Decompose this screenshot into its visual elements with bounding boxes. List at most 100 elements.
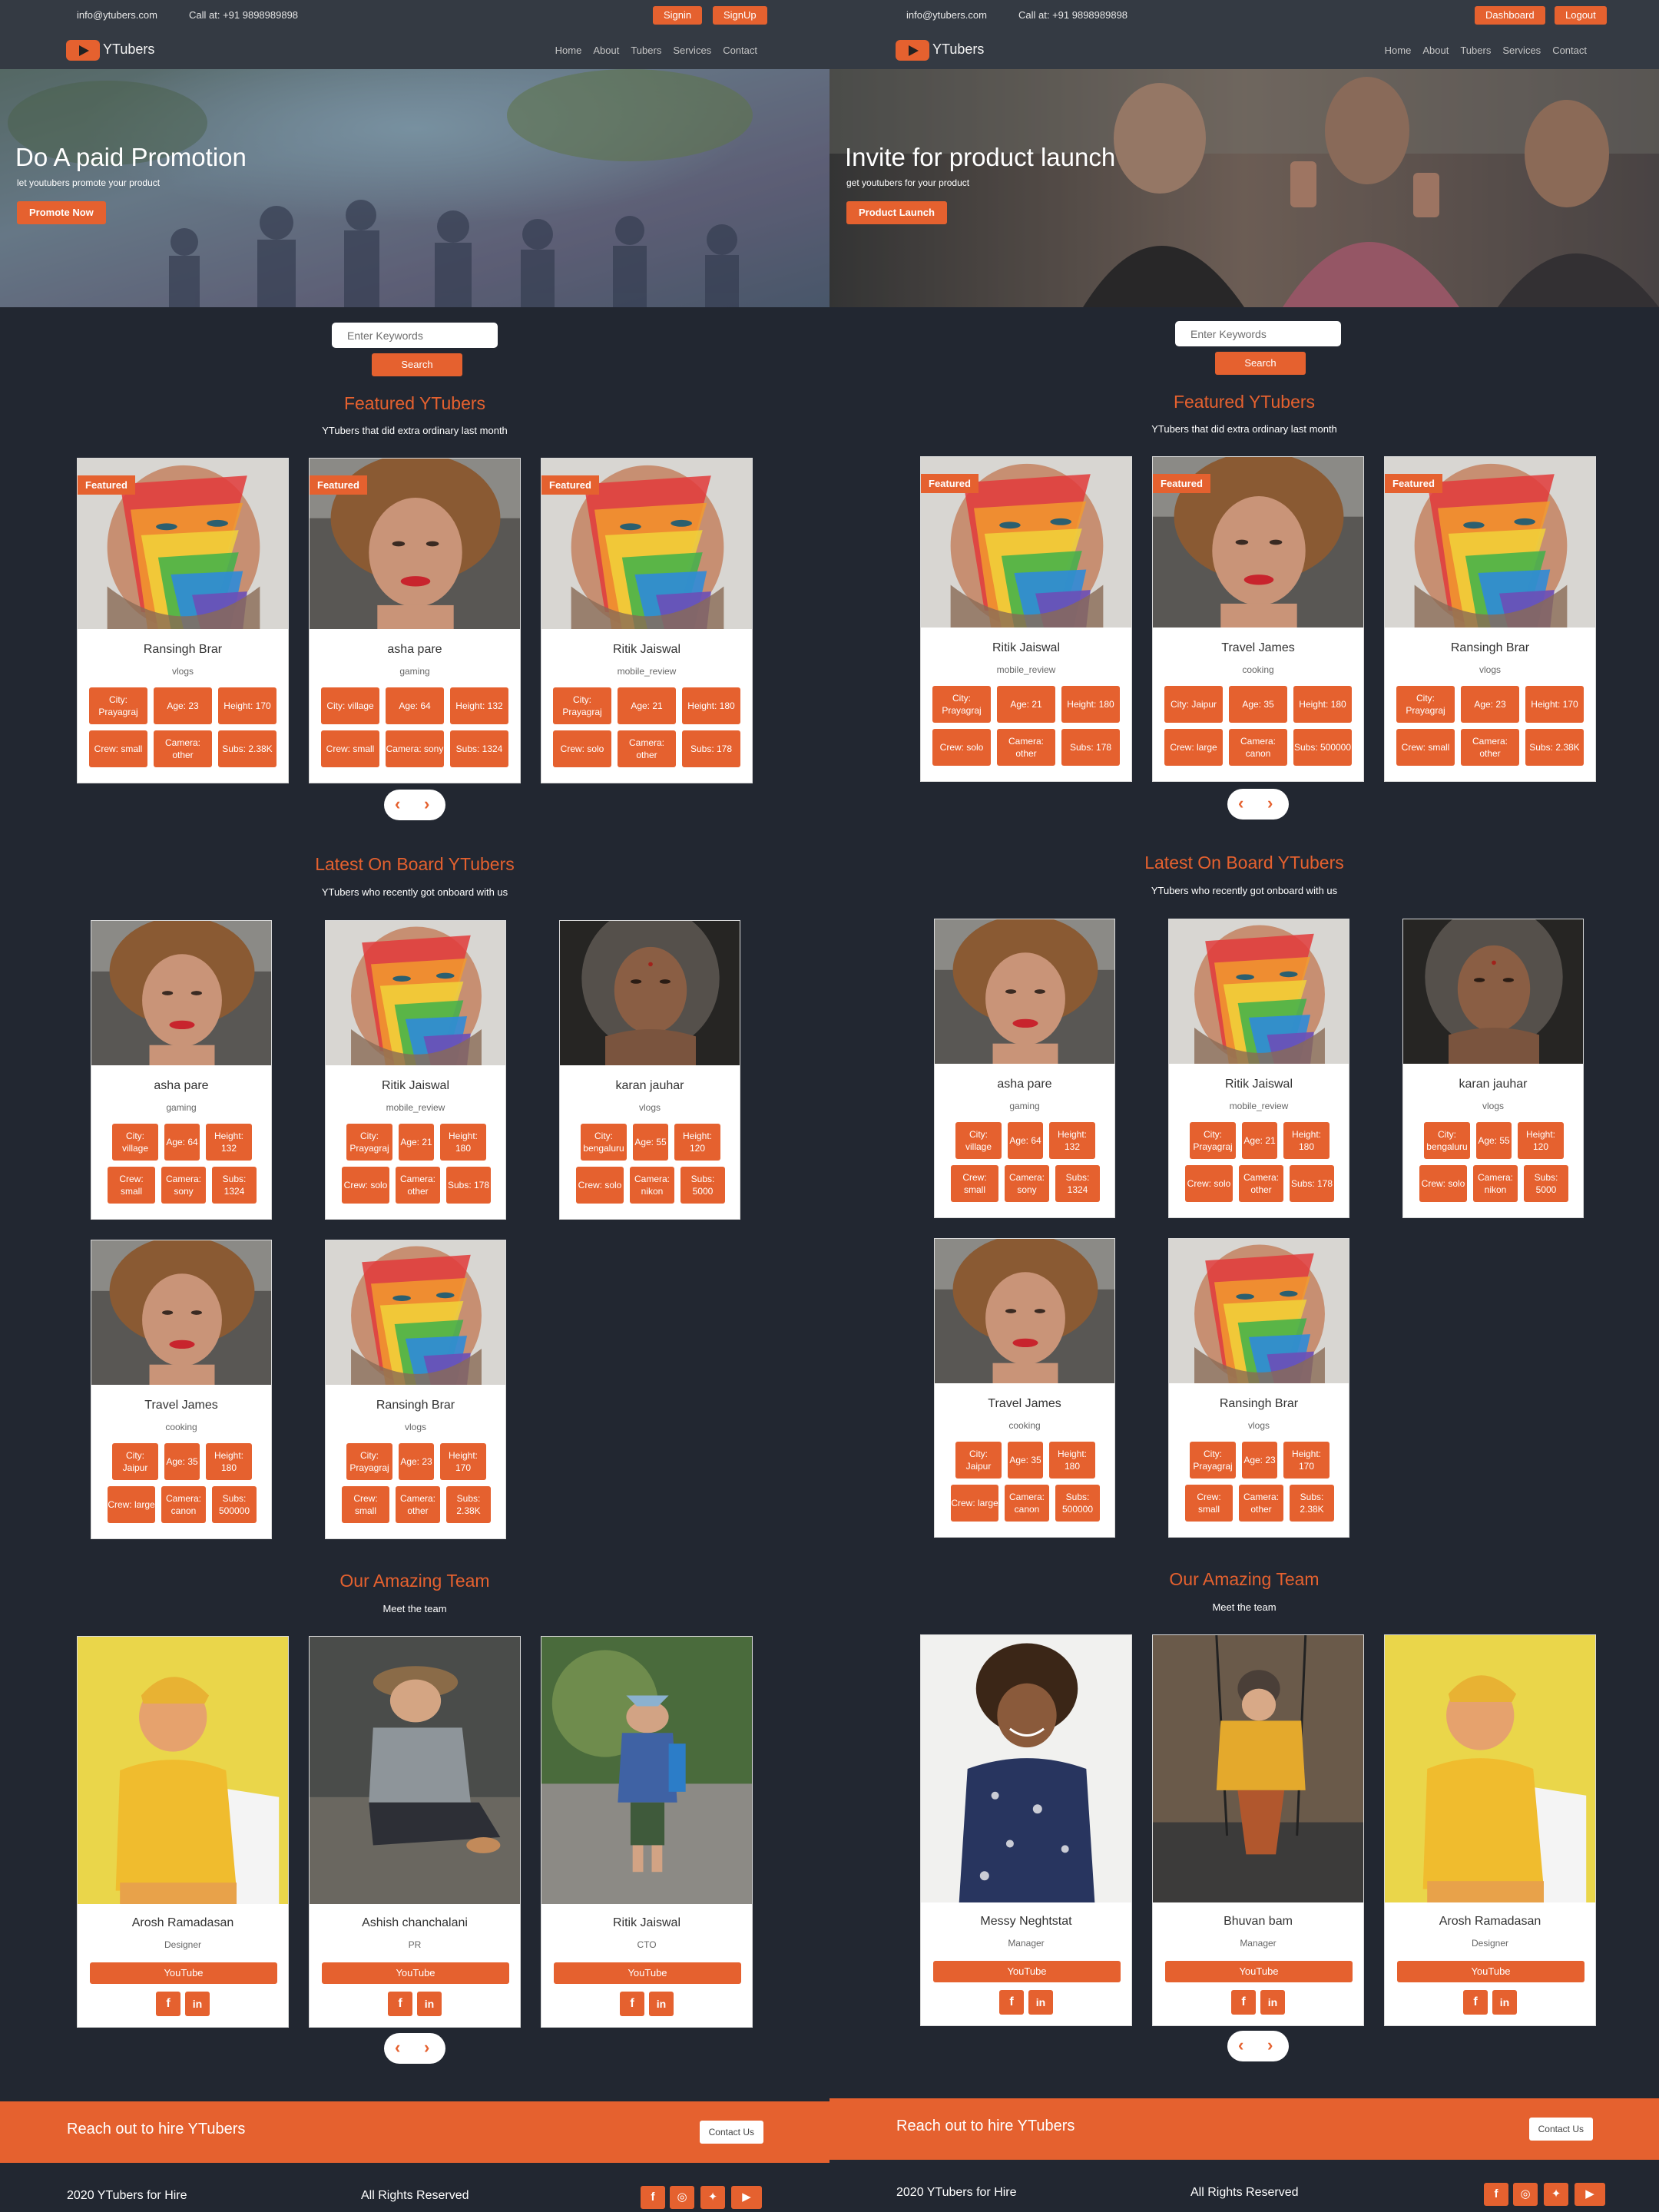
promote-now-button[interactable]: Promote Now xyxy=(17,201,106,224)
ytuber-photo[interactable] xyxy=(921,457,1131,631)
ytuber-name[interactable]: Ransingh Brar xyxy=(376,1399,455,1412)
latest-ytuber-card[interactable]: Ritik Jaiswal mobile_review City: Prayagra… xyxy=(325,920,506,1220)
nav-services[interactable]: Services xyxy=(673,45,712,56)
ytuber-name[interactable]: Ritik Jaiswal xyxy=(381,1079,449,1092)
product-launch-button[interactable]: Product Launch xyxy=(846,201,947,224)
ytuber-name[interactable]: Travel James xyxy=(988,1397,1061,1410)
latest-ytuber-card[interactable]: karan jauhar vlogs City: bengaluru Age: 55 H… xyxy=(559,920,740,1220)
ytuber-name[interactable]: karan jauhar xyxy=(615,1079,684,1092)
linkedin-icon[interactable]: in xyxy=(1260,1990,1285,2015)
latest-ytuber-card[interactable]: asha pare gaming City: village Age: 64 Heigh… xyxy=(91,920,272,1220)
featured-ytuber-card[interactable]: Featured Ritik Jaiswal mobile_review City: … xyxy=(920,456,1132,782)
ytuber-name[interactable]: asha pare xyxy=(387,643,442,656)
youtube-button[interactable]: YouTube xyxy=(322,1962,509,1984)
youtube-logo-icon[interactable] xyxy=(66,40,100,61)
linkedin-icon[interactable]: in xyxy=(649,1992,674,2016)
topbar-email[interactable]: info@ytubers.com xyxy=(77,9,157,21)
nav-tubers[interactable]: Tubers xyxy=(631,45,662,56)
ytuber-name[interactable]: karan jauhar xyxy=(1459,1078,1528,1091)
latest-ytuber-card[interactable]: Ritik Jaiswal mobile_review City: Prayagra… xyxy=(1168,919,1349,1218)
chevron-right-icon[interactable]: › xyxy=(424,2038,430,2057)
linkedin-icon[interactable]: in xyxy=(417,1992,442,2016)
ytuber-photo[interactable] xyxy=(1385,457,1595,631)
youtube-icon[interactable]: ▶ xyxy=(731,2186,762,2209)
youtube-logo-icon[interactable] xyxy=(896,40,929,61)
latest-ytuber-card[interactable]: Travel James cooking City: Jaipur Age: 35 He… xyxy=(934,1238,1115,1538)
twitter-icon[interactable]: ✦ xyxy=(700,2186,725,2209)
ytuber-name[interactable]: Ransingh Brar xyxy=(1450,641,1530,654)
latest-ytuber-card[interactable]: Ransingh Brar vlogs City: Prayagraj Age: 23… xyxy=(1168,1238,1349,1538)
ytuber-name[interactable]: Travel James xyxy=(144,1399,218,1412)
ytuber-photo[interactable] xyxy=(560,921,740,1069)
ytuber-name[interactable]: Ritik Jaiswal xyxy=(612,643,680,656)
signin-button[interactable]: Signin xyxy=(653,6,703,25)
ytuber-photo[interactable] xyxy=(91,921,271,1069)
youtube-button[interactable]: YouTube xyxy=(1397,1961,1584,1982)
instagram-icon[interactable]: ◎ xyxy=(1513,2183,1538,2206)
featured-ytuber-card[interactable]: Featured asha pare gaming City: village Age:… xyxy=(309,458,521,783)
nav-home[interactable]: Home xyxy=(555,45,582,56)
chevron-left-icon[interactable]: ‹ xyxy=(1238,2035,1244,2055)
ytuber-name[interactable]: Ritik Jaiswal xyxy=(992,641,1060,654)
ytuber-photo[interactable] xyxy=(935,1239,1114,1387)
latest-ytuber-card[interactable]: asha pare gaming City: village Age: 64 Heigh… xyxy=(934,919,1115,1218)
youtube-icon[interactable]: ▶ xyxy=(1575,2183,1605,2206)
contact-us-button[interactable]: Contact Us xyxy=(1528,2118,1593,2141)
search-input[interactable] xyxy=(332,323,498,348)
topbar-email[interactable]: info@ytubers.com xyxy=(906,9,987,21)
facebook-icon[interactable]: f xyxy=(388,1992,412,2016)
facebook-icon[interactable]: f xyxy=(1463,1990,1488,2015)
contact-us-button[interactable]: Contact Us xyxy=(699,2121,763,2144)
nav-services[interactable]: Services xyxy=(1502,45,1541,56)
search-button[interactable]: Search xyxy=(1215,352,1306,375)
featured-ytuber-card[interactable]: Featured Ritik Jaiswal mobile_review City: … xyxy=(541,458,753,783)
brand-name[interactable]: YTubers xyxy=(103,41,155,57)
ytuber-photo[interactable] xyxy=(935,919,1114,1068)
chevron-right-icon[interactable]: › xyxy=(424,794,430,813)
chevron-left-icon[interactable]: ‹ xyxy=(395,794,401,813)
chevron-right-icon[interactable]: › xyxy=(1267,793,1273,813)
linkedin-icon[interactable]: in xyxy=(1028,1990,1053,2015)
search-input[interactable] xyxy=(1175,321,1341,346)
logout-button[interactable]: Logout xyxy=(1555,6,1607,25)
latest-ytuber-card[interactable]: karan jauhar vlogs City: bengaluru Age: 55 H… xyxy=(1402,919,1584,1218)
ytuber-name[interactable]: Ritik Jaiswal xyxy=(1224,1078,1293,1091)
facebook-icon[interactable]: f xyxy=(641,2186,665,2209)
facebook-icon[interactable]: f xyxy=(1231,1990,1256,2015)
nav-about[interactable]: About xyxy=(1422,45,1449,56)
nav-contact[interactable]: Contact xyxy=(723,45,757,56)
linkedin-icon[interactable]: in xyxy=(185,1992,210,2016)
facebook-icon[interactable]: f xyxy=(156,1992,180,2016)
chevron-left-icon[interactable]: ‹ xyxy=(1238,793,1244,813)
facebook-icon[interactable]: f xyxy=(999,1990,1024,2015)
brand-name[interactable]: YTubers xyxy=(932,41,985,57)
youtube-button[interactable]: YouTube xyxy=(90,1962,277,1984)
search-button[interactable]: Search xyxy=(372,353,462,376)
featured-ytuber-card[interactable]: Featured Travel James cooking City: Jaipur A… xyxy=(1152,456,1364,782)
youtube-button[interactable]: YouTube xyxy=(554,1962,741,1984)
ytuber-photo[interactable] xyxy=(541,459,752,633)
chevron-left-icon[interactable]: ‹ xyxy=(395,2038,401,2057)
ytuber-photo[interactable] xyxy=(1169,919,1349,1068)
instagram-icon[interactable]: ◎ xyxy=(670,2186,694,2209)
latest-ytuber-card[interactable]: Ransingh Brar vlogs City: Prayagraj Age: 23… xyxy=(325,1240,506,1539)
ytuber-name[interactable]: Ransingh Brar xyxy=(1219,1397,1299,1410)
featured-ytuber-card[interactable]: Featured Ransingh Brar vlogs City: Prayagra… xyxy=(1384,456,1596,782)
nav-home[interactable]: Home xyxy=(1384,45,1412,56)
ytuber-name[interactable]: asha pare xyxy=(997,1078,1052,1091)
signup-button[interactable]: SignUp xyxy=(713,6,767,25)
nav-about[interactable]: About xyxy=(593,45,620,56)
nav-contact[interactable]: Contact xyxy=(1552,45,1587,56)
nav-tubers[interactable]: Tubers xyxy=(1460,45,1492,56)
ytuber-photo[interactable] xyxy=(326,1240,505,1389)
ytuber-name[interactable]: Travel James xyxy=(1221,641,1295,654)
latest-ytuber-card[interactable]: Travel James cooking City: Jaipur Age: 35 He… xyxy=(91,1240,272,1539)
dashboard-button[interactable]: Dashboard xyxy=(1475,6,1545,25)
featured-ytuber-card[interactable]: Featured Ransingh Brar vlogs City: Prayagra… xyxy=(77,458,289,783)
twitter-icon[interactable]: ✦ xyxy=(1544,2183,1568,2206)
ytuber-photo[interactable] xyxy=(1403,919,1583,1068)
ytuber-photo[interactable] xyxy=(326,921,505,1069)
linkedin-icon[interactable]: in xyxy=(1492,1990,1517,2015)
ytuber-name[interactable]: Ransingh Brar xyxy=(143,643,223,656)
ytuber-photo[interactable] xyxy=(1169,1239,1349,1387)
